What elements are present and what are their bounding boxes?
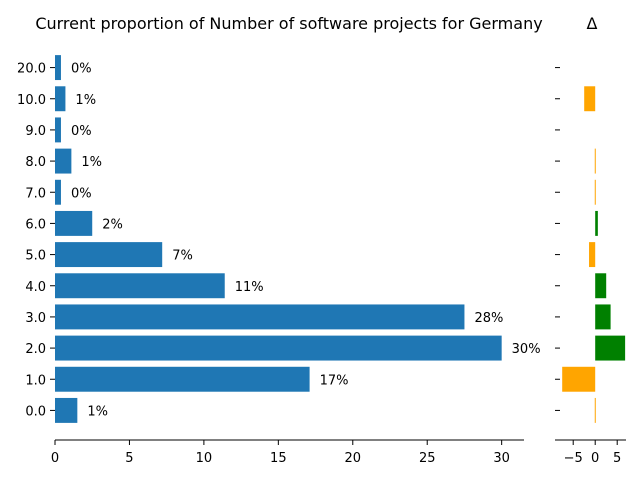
bar-2.0 <box>55 335 502 361</box>
delta-bar-5.0 <box>589 242 596 268</box>
y-tick-label-6.0: 6.0 <box>25 217 46 232</box>
main-chart-title: Current proportion of Number of software… <box>35 14 542 33</box>
bar-5.0 <box>55 242 163 268</box>
delta-chart: −5 0 5 <box>555 67 626 466</box>
bar-7.0 <box>55 179 61 205</box>
data-label-3.0: 28% <box>474 311 503 326</box>
y-tick-label-10.0: 10.0 <box>17 93 46 108</box>
main-data-labels: 1% 17% 30% 28% 11% 7% 2% 0% 1% 0% 1% 0% <box>71 62 541 420</box>
bar-4.0 <box>55 273 225 299</box>
data-label-0.0: 1% <box>87 404 108 419</box>
bar-20.0 <box>55 55 61 81</box>
data-label-2.0: 30% <box>512 342 541 357</box>
delta-bar-1.0 <box>562 366 596 392</box>
delta-bar-3.0 <box>595 304 611 330</box>
delta-chart-title: Δ <box>587 14 598 33</box>
y-tick-label-8.0: 8.0 <box>25 155 46 170</box>
data-label-8.0: 1% <box>81 155 102 170</box>
bar-9.0 <box>55 117 61 143</box>
y-tick-label-1.0: 1.0 <box>25 373 46 388</box>
data-label-9.0: 0% <box>71 124 92 139</box>
data-label-6.0: 2% <box>102 217 123 232</box>
delta-bar-10.0 <box>584 86 596 112</box>
delta-bar-0.0 <box>594 397 596 423</box>
delta-bar-6.0 <box>595 210 598 236</box>
y-tick-label-5.0: 5.0 <box>25 249 46 264</box>
delta-bar-8.0 <box>594 148 596 174</box>
y-tick-label-20.0: 20.0 <box>17 62 46 77</box>
delta-bar-7.0 <box>594 179 596 205</box>
delta-x-tick-label-0: 0 <box>591 451 599 466</box>
data-label-7.0: 0% <box>71 186 92 201</box>
y-tick-label-9.0: 9.0 <box>25 124 46 139</box>
x-tick-label-10: 10 <box>196 451 213 466</box>
main-chart: 1% 17% 30% 28% 11% 7% 2% 0% 1% 0% 1% 0% 0.0 1.0 2.0 3.… <box>17 55 541 466</box>
data-label-4.0: 11% <box>235 280 264 295</box>
delta-x-tick-label-−5: −5 <box>564 451 583 466</box>
main-x-axis: 0 5 10 15 20 25 30 <box>51 439 524 466</box>
data-label-1.0: 17% <box>320 373 349 388</box>
delta-x-tick-label-5: 5 <box>613 451 621 466</box>
y-tick-label-7.0: 7.0 <box>25 186 46 201</box>
delta-bar-2.0 <box>595 335 626 361</box>
y-tick-label-0.0: 0.0 <box>25 404 46 419</box>
delta-y-axis <box>555 67 560 411</box>
bar-10.0 <box>55 86 66 112</box>
delta-x-axis: −5 0 5 <box>555 439 626 466</box>
bar-3.0 <box>55 304 465 330</box>
x-tick-label-25: 25 <box>419 451 436 466</box>
x-tick-label-20: 20 <box>345 451 362 466</box>
data-label-5.0: 7% <box>172 249 193 264</box>
main-bars <box>55 55 502 423</box>
y-tick-label-2.0: 2.0 <box>25 342 46 357</box>
main-y-axis: 0.0 1.0 2.0 3.0 4.0 5.0 6.0 7.0 8.0 9.0 10.0 20.0 <box>17 62 55 419</box>
bar-8.0 <box>55 148 72 174</box>
data-label-20.0: 0% <box>71 62 92 77</box>
x-tick-label-15: 15 <box>270 451 287 466</box>
delta-bars <box>562 86 626 423</box>
x-tick-label-0: 0 <box>51 451 59 466</box>
x-tick-label-5: 5 <box>125 451 133 466</box>
bar-0.0 <box>55 397 78 423</box>
bar-6.0 <box>55 210 93 236</box>
y-tick-label-3.0: 3.0 <box>25 311 46 326</box>
y-tick-label-4.0: 4.0 <box>25 280 46 295</box>
delta-bar-4.0 <box>595 273 607 299</box>
bar-1.0 <box>55 366 310 392</box>
x-tick-label-30: 30 <box>493 451 510 466</box>
data-label-10.0: 1% <box>75 93 96 108</box>
